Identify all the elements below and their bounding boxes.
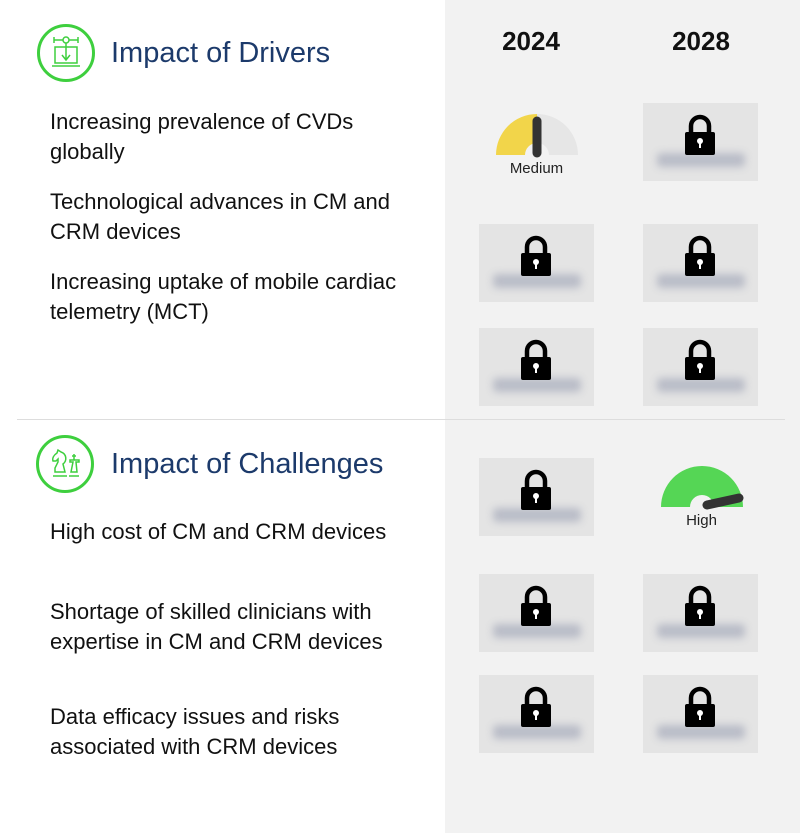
challenges-icon (36, 435, 94, 493)
blurred-text (657, 725, 745, 739)
padlock-icon (685, 114, 715, 155)
challenge-item: High cost of CM and CRM devices (50, 519, 387, 544)
driver-item: Technological advances in CM and CRM dev… (50, 189, 390, 244)
rating-label: High (686, 512, 717, 529)
locked-rating[interactable] (643, 224, 758, 302)
padlock-icon (521, 469, 551, 510)
challenge-item: Data efficacy issues and risks associate… (50, 704, 340, 759)
blurred-text (493, 274, 581, 288)
section-divider (17, 419, 785, 420)
locked-rating[interactable] (643, 675, 758, 753)
blurred-text (657, 153, 745, 167)
locked-rating[interactable] (479, 574, 594, 652)
column-2024: 2024 (502, 26, 560, 56)
padlock-icon (521, 585, 551, 626)
locked-rating[interactable] (479, 675, 594, 753)
locked-rating[interactable] (479, 458, 594, 536)
driver-item: Increasing prevalence of CVDs globally (50, 109, 354, 164)
drivers-title: Impact of Drivers (111, 37, 331, 69)
locked-rating[interactable] (643, 328, 758, 406)
padlock-icon (521, 686, 551, 727)
padlock-icon (685, 686, 715, 727)
blurred-text (493, 725, 581, 739)
rating-gauge-medium: Medium (479, 113, 594, 193)
locked-rating[interactable] (643, 574, 758, 652)
padlock-icon (521, 339, 551, 380)
locked-rating[interactable] (643, 103, 758, 181)
padlock-icon (685, 339, 715, 380)
padlock-icon (521, 235, 551, 276)
blurred-text (493, 624, 581, 638)
blurred-text (493, 508, 581, 522)
padlock-icon (685, 585, 715, 626)
blurred-text (493, 378, 581, 392)
locked-rating[interactable] (479, 328, 594, 406)
blurred-text (657, 274, 745, 288)
drivers-icon (37, 24, 95, 82)
challenge-item: Shortage of skilled clinicians with expe… (50, 599, 383, 654)
driver-item: Increasing uptake of mobile cardiac tele… (50, 269, 397, 324)
challenges-title: Impact of Challenges (111, 448, 384, 480)
padlock-icon (685, 235, 715, 276)
column-2028: 2028 (672, 26, 730, 56)
blurred-text (657, 378, 745, 392)
rating-gauge-high: High (644, 465, 759, 545)
rating-label: Medium (509, 160, 564, 177)
blurred-text (657, 624, 745, 638)
locked-rating[interactable] (479, 224, 594, 302)
